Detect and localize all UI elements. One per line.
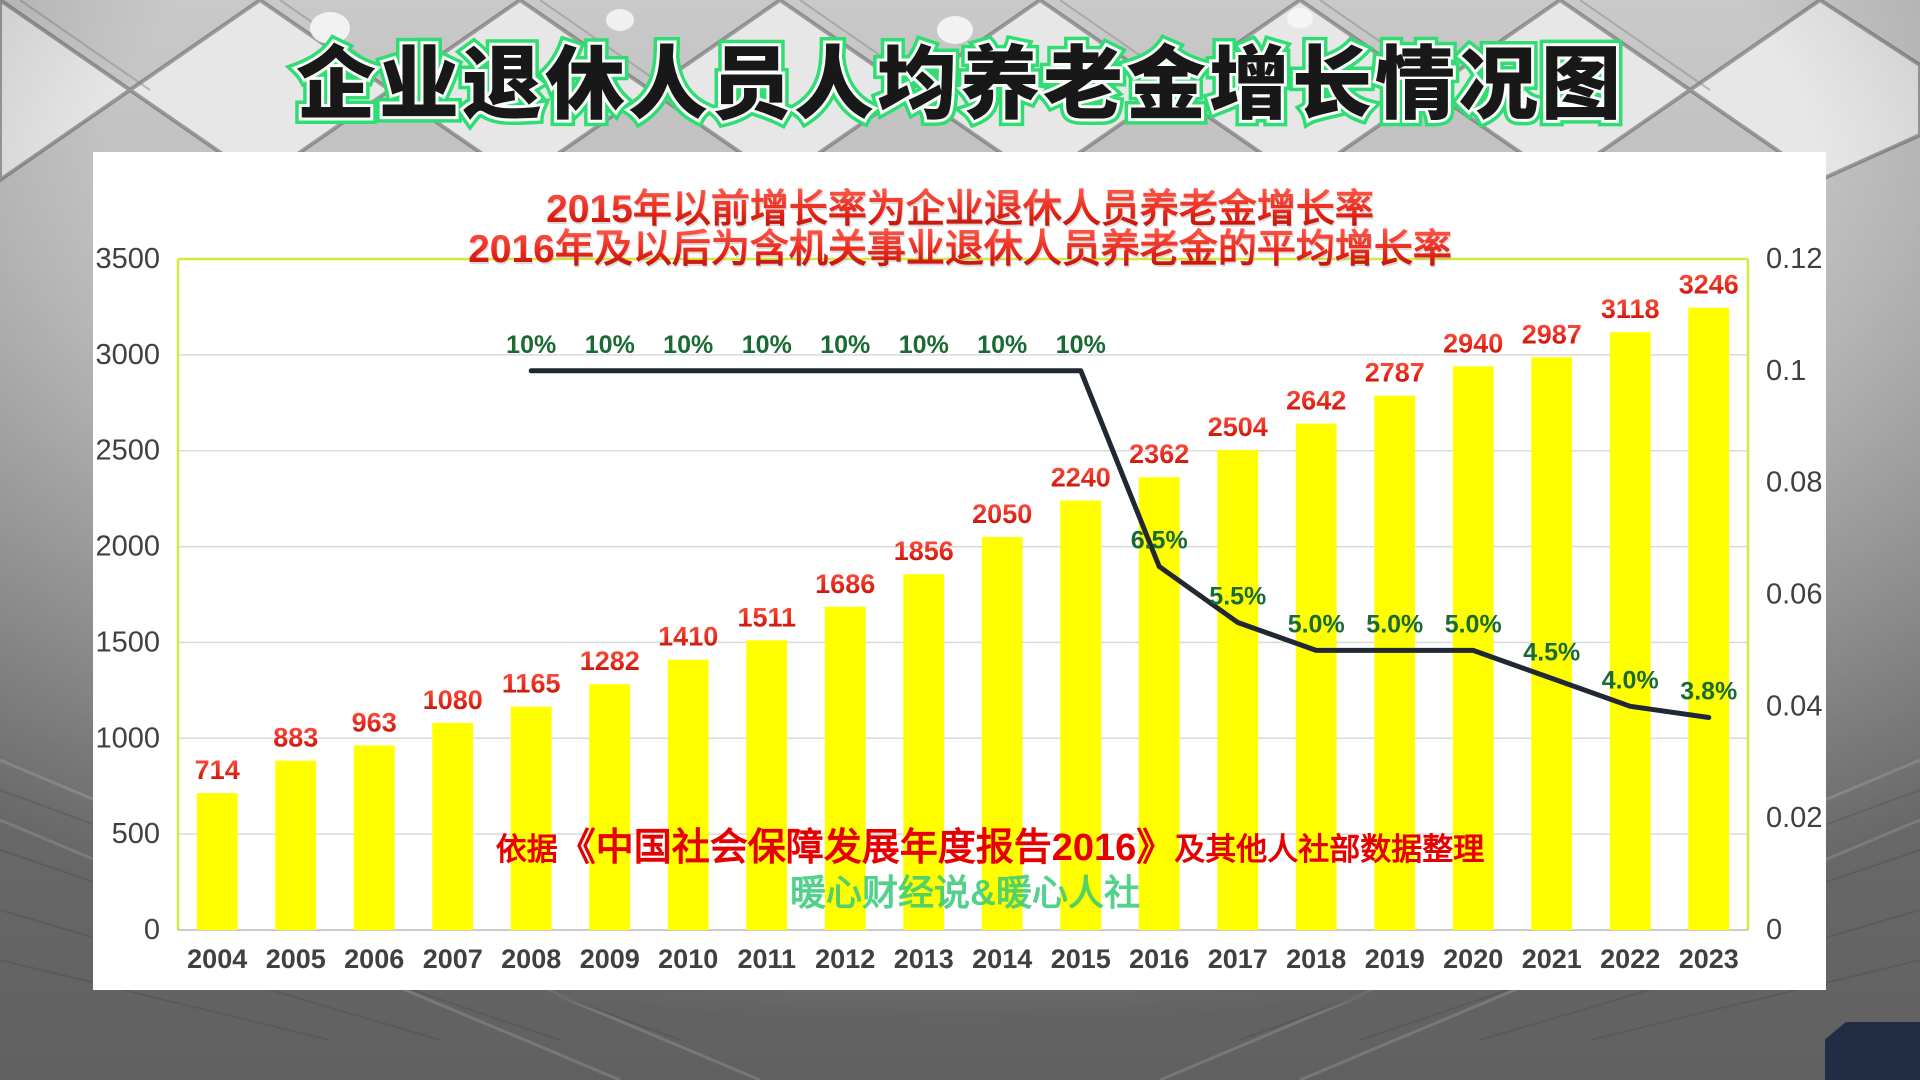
svg-text:2009: 2009	[580, 944, 640, 974]
svg-text:10%: 10%	[663, 331, 713, 359]
svg-text:5.0%: 5.0%	[1445, 610, 1502, 638]
svg-text:1856: 1856	[894, 536, 954, 566]
svg-text:2005: 2005	[266, 944, 326, 974]
svg-text:1165: 1165	[502, 669, 561, 699]
svg-text:2016: 2016	[1129, 944, 1189, 974]
svg-text:2362: 2362	[1129, 439, 1189, 469]
svg-text:2021: 2021	[1522, 944, 1582, 974]
svg-text:10%: 10%	[506, 331, 556, 359]
svg-text:2500: 2500	[95, 435, 160, 467]
svg-text:2004: 2004	[187, 944, 247, 974]
svg-text:2007: 2007	[423, 944, 483, 974]
svg-text:2017: 2017	[1208, 944, 1268, 974]
svg-text:2240: 2240	[1051, 463, 1111, 493]
svg-text:2504: 2504	[1208, 412, 1268, 442]
svg-text:2787: 2787	[1365, 358, 1425, 388]
svg-text:2023: 2023	[1679, 944, 1739, 974]
svg-text:10%: 10%	[977, 331, 1027, 359]
svg-text:883: 883	[273, 723, 318, 753]
svg-text:1686: 1686	[815, 569, 875, 599]
svg-text:3118: 3118	[1601, 294, 1660, 324]
svg-text:4.0%: 4.0%	[1602, 666, 1659, 694]
svg-text:5.0%: 5.0%	[1366, 610, 1423, 638]
svg-text:1000: 1000	[95, 722, 160, 754]
svg-text:2015: 2015	[1051, 944, 1111, 974]
svg-text:3000: 3000	[95, 339, 160, 371]
svg-text:2940: 2940	[1443, 328, 1503, 358]
svg-text:10%: 10%	[585, 331, 635, 359]
svg-text:2022: 2022	[1600, 944, 1660, 974]
svg-text:2013: 2013	[894, 944, 954, 974]
svg-text:963: 963	[352, 707, 397, 737]
svg-text:0: 0	[144, 914, 160, 946]
svg-text:0.04: 0.04	[1766, 690, 1822, 722]
svg-text:2000: 2000	[95, 531, 160, 563]
svg-text:10%: 10%	[742, 331, 792, 359]
svg-text:1500: 1500	[95, 626, 160, 658]
svg-text:2011: 2011	[738, 944, 797, 974]
svg-text:2987: 2987	[1522, 319, 1582, 349]
svg-text:1080: 1080	[423, 685, 483, 715]
svg-text:2010: 2010	[658, 944, 718, 974]
svg-text:500: 500	[112, 818, 160, 850]
svg-text:5.5%: 5.5%	[1209, 583, 1266, 611]
svg-text:2012: 2012	[815, 944, 875, 974]
svg-text:2018: 2018	[1286, 944, 1346, 974]
svg-text:2015年以前增长率为企业退休人员养老金增长率: 2015年以前增长率为企业退休人员养老金增长率	[546, 187, 1374, 231]
svg-text:10%: 10%	[1056, 331, 1106, 359]
svg-text:2050: 2050	[972, 499, 1032, 529]
svg-text:6.5%: 6.5%	[1131, 527, 1188, 555]
svg-text:依据《中国社会保障发展年度报告2016》及其他人社部数据整理: 依据《中国社会保障发展年度报告2016》及其他人社部数据整理	[496, 827, 1485, 869]
svg-text:714: 714	[195, 755, 240, 785]
svg-text:5.0%: 5.0%	[1288, 610, 1345, 638]
svg-text:2019: 2019	[1365, 944, 1425, 974]
svg-text:4.5%: 4.5%	[1523, 638, 1580, 666]
svg-text:2008: 2008	[501, 944, 561, 974]
svg-text:2642: 2642	[1286, 386, 1346, 416]
svg-text:10%: 10%	[820, 331, 870, 359]
svg-text:0.1: 0.1	[1766, 355, 1806, 387]
svg-text:1282: 1282	[580, 646, 640, 676]
svg-text:3500: 3500	[95, 243, 160, 275]
svg-text:0: 0	[1766, 914, 1782, 946]
svg-text:3.8%: 3.8%	[1680, 678, 1737, 706]
svg-text:暖心财经说&暖心人社: 暖心财经说&暖心人社	[790, 872, 1140, 913]
svg-text:0.02: 0.02	[1766, 802, 1822, 834]
svg-text:0.12: 0.12	[1766, 243, 1822, 275]
svg-text:1410: 1410	[658, 622, 718, 652]
svg-text:2014: 2014	[972, 944, 1032, 974]
svg-text:1511: 1511	[738, 602, 797, 632]
svg-text:2006: 2006	[344, 944, 404, 974]
svg-text:0.06: 0.06	[1766, 579, 1822, 611]
svg-text:2016年及以后为含机关事业退休人员养老金的平均增长率: 2016年及以后为含机关事业退休人员养老金的平均增长率	[468, 227, 1452, 271]
svg-text:3246: 3246	[1679, 270, 1739, 300]
svg-text:0.08: 0.08	[1766, 467, 1822, 499]
svg-text:2020: 2020	[1443, 944, 1503, 974]
svg-text:10%: 10%	[899, 331, 949, 359]
